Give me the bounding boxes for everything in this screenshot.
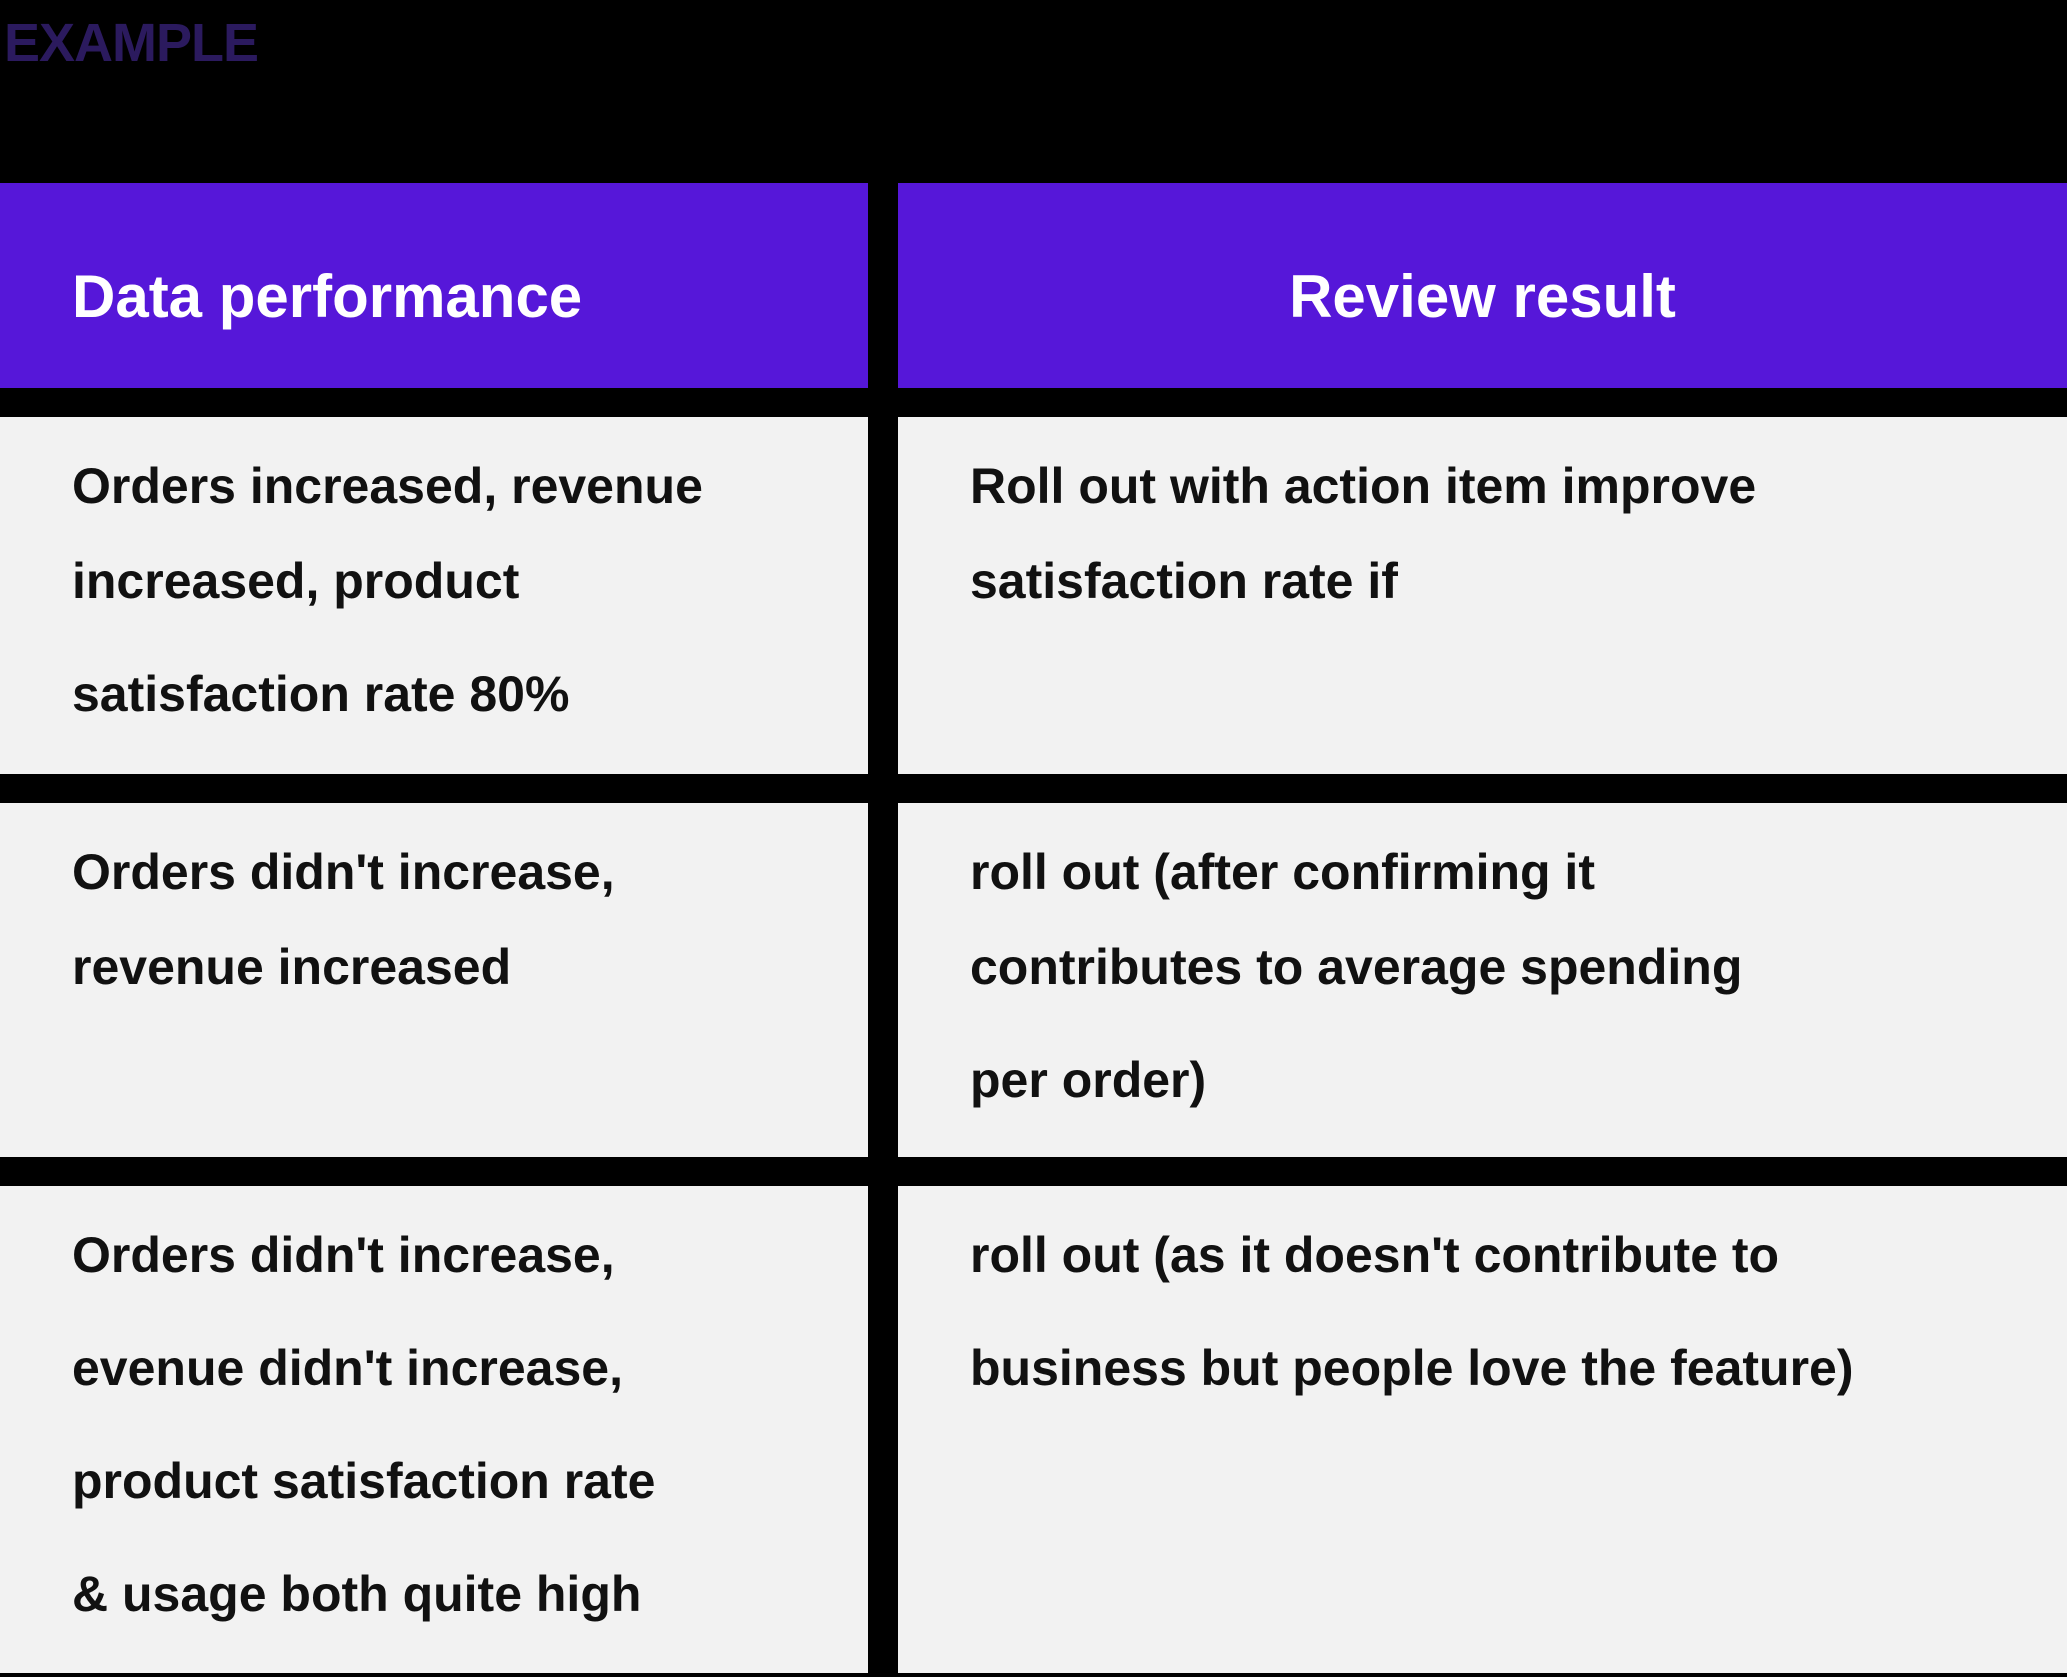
cell-paragraph: Orders didn't increase,: [72, 1208, 828, 1303]
table-cell-row2-data-performance: Orders didn't increase, revenue increased: [0, 803, 868, 1157]
cell-paragraph: Orders didn't increase, revenue increased: [72, 825, 828, 1015]
cell-line: contributes to average spending: [970, 939, 1743, 995]
cell-paragraph: Orders increased, revenue increased, prod…: [72, 439, 828, 629]
cell-paragraph: & usage both quite high: [72, 1547, 828, 1642]
example-label: EXAMPLE: [4, 13, 259, 73]
cell-paragraph: product satisfaction rate: [72, 1434, 828, 1529]
cell-line: Orders increased, revenue: [72, 458, 703, 514]
cell-paragraph: Roll out with action item improve satisfa…: [970, 439, 2027, 629]
cell-line: roll out (as it doesn't contribute to: [970, 1227, 1780, 1283]
cell-line: increased, product: [72, 553, 520, 609]
table-cell-row3-review-result: roll out (as it doesn't contribute to bus…: [898, 1186, 2067, 1673]
cell-line: evenue didn't increase,: [72, 1340, 623, 1396]
cell-line: satisfaction rate 80%: [72, 666, 570, 722]
table-cell-row2-review-result: roll out (after confirming it contributes…: [898, 803, 2067, 1157]
table-cell-row1-review-result: Roll out with action item improve satisfa…: [898, 417, 2067, 774]
cell-line: roll out (after confirming it: [970, 844, 1595, 900]
cell-paragraph: roll out (as it doesn't contribute to: [970, 1208, 2027, 1303]
cell-paragraph: roll out (after confirming it contributes…: [970, 825, 2027, 1015]
cell-paragraph: per order): [970, 1033, 2027, 1128]
cell-line: product satisfaction rate: [72, 1453, 656, 1509]
cell-line: Roll out with action item improve: [970, 458, 1757, 514]
cell-paragraph: business but people love the feature): [970, 1321, 2027, 1416]
cell-line: Orders didn't increase,: [72, 844, 615, 900]
cell-line: Orders didn't increase,: [72, 1227, 615, 1283]
cell-paragraph: satisfaction rate 80%: [72, 647, 828, 742]
column-header-review-result: Review result: [898, 183, 2067, 388]
review-table: Data performance Review result Orders in…: [0, 183, 2067, 1673]
cell-paragraph: evenue didn't increase,: [72, 1321, 828, 1416]
cell-line: & usage both quite high: [72, 1566, 642, 1622]
cell-line: business but people love the feature): [970, 1340, 1854, 1396]
table-cell-row1-data-performance: Orders increased, revenue increased, prod…: [0, 417, 868, 774]
cell-line: revenue increased: [72, 939, 512, 995]
column-header-data-performance: Data performance: [0, 183, 868, 388]
table-cell-row3-data-performance: Orders didn't increase, evenue didn't inc…: [0, 1186, 868, 1673]
cell-line: per order): [970, 1052, 1207, 1108]
cell-line: satisfaction rate if: [970, 553, 1398, 609]
